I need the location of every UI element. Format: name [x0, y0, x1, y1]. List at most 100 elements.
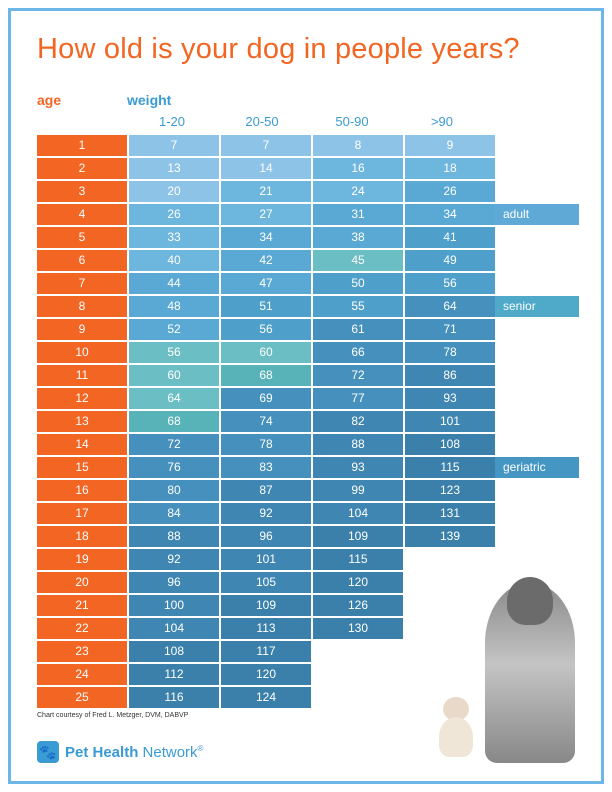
- value-cell: 9: [405, 135, 495, 156]
- col-90plus: >90: [397, 114, 487, 129]
- col-1-20: 1-20: [127, 114, 217, 129]
- header-weight: weight: [127, 92, 171, 108]
- value-cell: 16: [313, 158, 403, 179]
- value-cell: 87: [221, 480, 311, 501]
- age-cell: 25: [37, 687, 127, 708]
- age-cell: 11: [37, 365, 127, 386]
- value-cell: 38: [313, 227, 403, 248]
- brand-footer: 🐾 Pet Health Network®: [37, 741, 203, 763]
- value-cell: 72: [129, 434, 219, 455]
- table-row: 188896109139: [37, 526, 575, 547]
- value-cell: 56: [129, 342, 219, 363]
- value-cell: 78: [221, 434, 311, 455]
- value-cell: 56: [405, 273, 495, 294]
- table-row: 640424549: [37, 250, 575, 271]
- value-cell: 78: [405, 342, 495, 363]
- value-cell: 101: [221, 549, 311, 570]
- value-cell: 84: [129, 503, 219, 524]
- value-cell: 7: [129, 135, 219, 156]
- value-cell: 82: [313, 411, 403, 432]
- value-cell: 93: [405, 388, 495, 409]
- age-cell: 7: [37, 273, 127, 294]
- value-cell: 131: [405, 503, 495, 524]
- age-cell: 2: [37, 158, 127, 179]
- value-cell: 88: [129, 526, 219, 547]
- value-cell: 139: [405, 526, 495, 547]
- age-cell: 13: [37, 411, 127, 432]
- age-cell: 4: [37, 204, 127, 225]
- col-spacer: [37, 114, 127, 129]
- col-50-90: 50-90: [307, 114, 397, 129]
- value-cell: 108: [129, 641, 219, 662]
- brand-name: Pet Health Network®: [65, 744, 203, 761]
- header-row: age weight: [37, 92, 575, 108]
- table-row: 13687482101: [37, 411, 575, 432]
- age-cell: 9: [37, 319, 127, 340]
- age-cell: 14: [37, 434, 127, 455]
- table-row: 1264697793: [37, 388, 575, 409]
- age-cell: 21: [37, 595, 127, 616]
- table-row: 320212426: [37, 181, 575, 202]
- table-row: 17789: [37, 135, 575, 156]
- age-cell: 1: [37, 135, 127, 156]
- adult-dog-image: [485, 583, 575, 763]
- value-cell: 92: [221, 503, 311, 524]
- table-row: 744475056: [37, 273, 575, 294]
- age-cell: 17: [37, 503, 127, 524]
- value-cell: 18: [405, 158, 495, 179]
- value-cell: 41: [405, 227, 495, 248]
- value-cell: 130: [313, 618, 403, 639]
- value-cell: 24: [313, 181, 403, 202]
- value-cell: 26: [129, 204, 219, 225]
- life-stage-label: geriatric: [495, 457, 579, 478]
- value-cell: 44: [129, 273, 219, 294]
- value-cell: 51: [221, 296, 311, 317]
- value-cell: 104: [313, 503, 403, 524]
- header-age: age: [37, 92, 127, 108]
- value-cell: 49: [405, 250, 495, 271]
- value-cell: 83: [221, 457, 311, 478]
- table-row: 1160687286: [37, 365, 575, 386]
- value-cell: 64: [129, 388, 219, 409]
- value-cell: 100: [129, 595, 219, 616]
- value-cell: 99: [313, 480, 403, 501]
- value-cell: 20: [129, 181, 219, 202]
- age-cell: 5: [37, 227, 127, 248]
- page-frame: How old is your dog in people years? age…: [8, 8, 604, 784]
- value-cell: 80: [129, 480, 219, 501]
- age-cell: 10: [37, 342, 127, 363]
- value-cell: 117: [221, 641, 311, 662]
- table-row: 1992101115: [37, 549, 575, 570]
- value-cell: 48: [129, 296, 219, 317]
- age-cell: 12: [37, 388, 127, 409]
- value-cell: 60: [129, 365, 219, 386]
- value-cell: 27: [221, 204, 311, 225]
- value-cell: 21: [221, 181, 311, 202]
- age-cell: 22: [37, 618, 127, 639]
- value-cell: 109: [313, 526, 403, 547]
- value-cell: 50: [313, 273, 403, 294]
- value-cell: 92: [129, 549, 219, 570]
- value-cell: 42: [221, 250, 311, 271]
- table-row: 16808799123: [37, 480, 575, 501]
- value-cell: 34: [221, 227, 311, 248]
- value-cell: 96: [221, 526, 311, 547]
- value-cell: 115: [313, 549, 403, 570]
- value-cell: 40: [129, 250, 219, 271]
- age-cell: 8: [37, 296, 127, 317]
- age-cell: 19: [37, 549, 127, 570]
- table-row: 14727888108: [37, 434, 575, 455]
- value-cell: 55: [313, 296, 403, 317]
- age-cell: 23: [37, 641, 127, 662]
- value-cell: 8: [313, 135, 403, 156]
- table-row: 213141618: [37, 158, 575, 179]
- value-cell: 77: [313, 388, 403, 409]
- age-cell: 18: [37, 526, 127, 547]
- age-cell: 3: [37, 181, 127, 202]
- puppy-image: [431, 697, 481, 763]
- value-cell: 66: [313, 342, 403, 363]
- value-cell: 120: [221, 664, 311, 685]
- value-cell: 113: [221, 618, 311, 639]
- value-cell: 112: [129, 664, 219, 685]
- value-cell: 47: [221, 273, 311, 294]
